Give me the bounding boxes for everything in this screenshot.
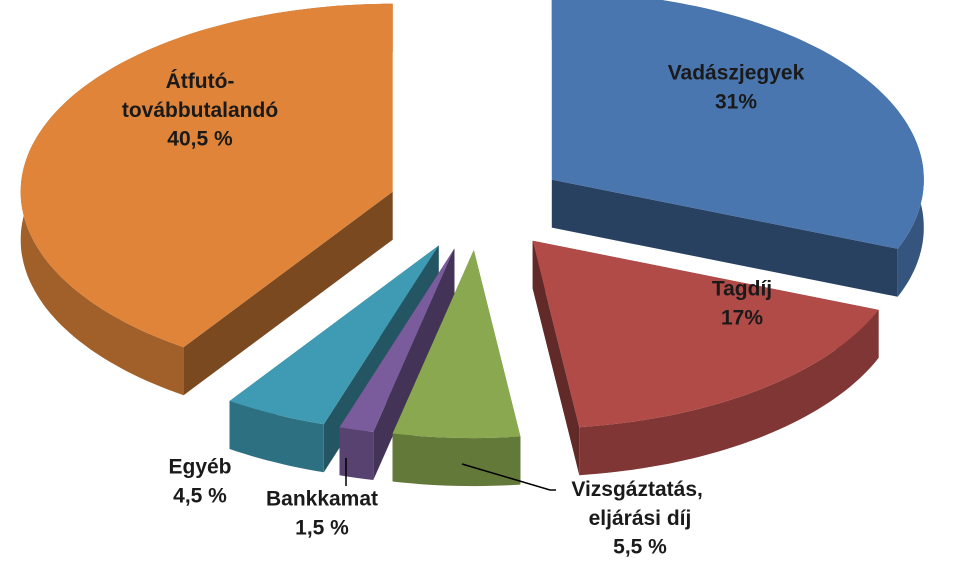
slice (229, 245, 439, 425)
slice-label: Bankkamat (266, 488, 378, 511)
value-label: 1,5 % (295, 517, 349, 540)
slice-side (579, 309, 879, 476)
slice (392, 250, 521, 439)
value-label: 40,5 % (167, 128, 233, 151)
value-label: 5,5 % (613, 536, 667, 559)
slice (20, 3, 393, 348)
slice-label: Tagdíj (712, 278, 772, 301)
slice-wall (532, 240, 580, 476)
slice-side (229, 401, 324, 473)
slice (551, 0, 924, 249)
value-label: 17% (721, 307, 763, 330)
slice-label: Átfutó-továbbutalandó (122, 70, 278, 122)
slice-wall (551, 179, 898, 297)
slice-label: Vizsgáztatás, eljárási díj (571, 478, 708, 530)
slice-label: Vadászjegyek (668, 62, 805, 85)
value-label: 31% (715, 91, 757, 114)
leader-line (461, 463, 556, 491)
slice (532, 240, 879, 428)
slice-side (392, 433, 521, 487)
slice-label: Egyéb (168, 456, 231, 479)
slice-side (339, 427, 374, 480)
slice-wall (183, 191, 393, 396)
value-label: 4,5 % (173, 485, 227, 508)
slice (339, 248, 455, 432)
